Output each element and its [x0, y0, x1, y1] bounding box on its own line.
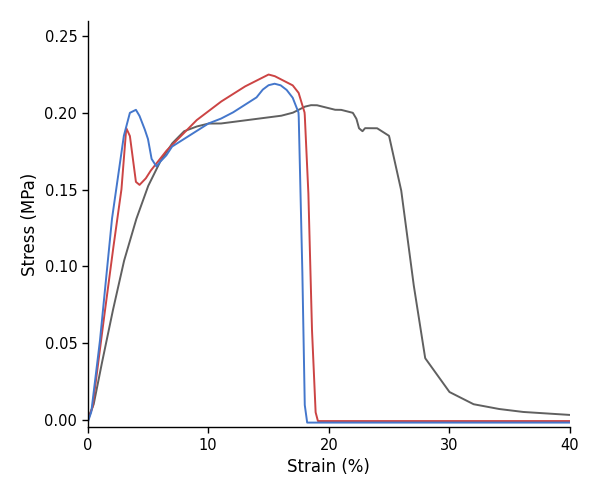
- X-axis label: Strain (%): Strain (%): [287, 458, 370, 476]
- Y-axis label: Stress (MPa): Stress (MPa): [21, 172, 39, 276]
